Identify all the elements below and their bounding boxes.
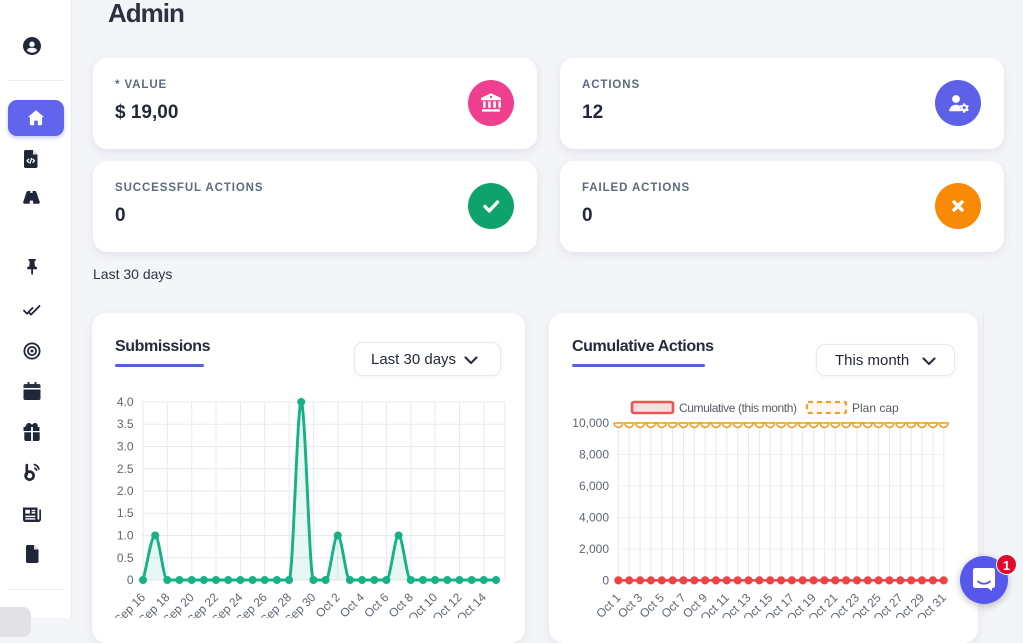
svg-text:0: 0 (602, 573, 609, 587)
svg-text:4.0: 4.0 (117, 395, 134, 409)
svg-text:10,000: 10,000 (572, 416, 609, 430)
svg-text:0: 0 (127, 573, 134, 587)
svg-text:Oct 6: Oct 6 (361, 590, 391, 618)
svg-text:3.0: 3.0 (117, 440, 134, 454)
svg-text:0.5: 0.5 (117, 551, 134, 565)
svg-text:4,000: 4,000 (579, 510, 609, 524)
svg-text:1.5: 1.5 (117, 506, 134, 520)
svg-text:Cumulative (this month): Cumulative (this month) (679, 401, 797, 415)
svg-text:Oct 4: Oct 4 (337, 590, 367, 618)
svg-text:2.0: 2.0 (117, 484, 134, 498)
svg-text:2.5: 2.5 (117, 462, 134, 476)
svg-text:3.5: 3.5 (117, 417, 134, 431)
svg-text:1.0: 1.0 (117, 529, 134, 543)
svg-text:8,000: 8,000 (579, 448, 609, 462)
svg-text:2,000: 2,000 (579, 542, 609, 556)
svg-text:Oct 2: Oct 2 (313, 590, 343, 618)
svg-text:6,000: 6,000 (579, 479, 609, 493)
svg-text:Plan cap: Plan cap (852, 401, 899, 415)
